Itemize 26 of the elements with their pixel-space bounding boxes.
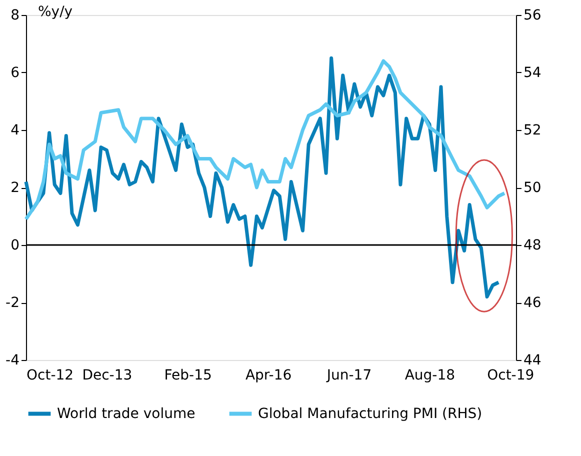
y-tick-label: 4 [10, 122, 20, 138]
line-series [24, 59, 506, 221]
y2-tick-label: 56 [524, 8, 542, 24]
x-tick-label: Aug-18 [404, 368, 456, 384]
y-tick-label: -2 [6, 295, 20, 311]
y-tick-label: 6 [10, 65, 20, 81]
y2-tick-label: 50 [524, 180, 542, 196]
line-series [24, 56, 500, 298]
y2-tick-label: 46 [524, 295, 542, 311]
y2-tick-label: 48 [524, 238, 542, 254]
x-tick-label: Dec-13 [82, 368, 132, 384]
y2-tick-label: 52 [524, 122, 542, 138]
x-tick-label: Oct-19 [487, 368, 534, 384]
legend-label: Global Manufacturing PMI (RHS) [258, 406, 482, 422]
y-tick-label: -4 [6, 352, 20, 368]
y-tick-label: 8 [10, 8, 20, 24]
y-axis-title: %y/y [38, 4, 73, 20]
y-tick-label: 0 [10, 238, 20, 254]
x-tick-label: Jun-17 [326, 368, 372, 384]
legend-label: World trade volume [57, 406, 196, 422]
x-tick-label: Apr-16 [245, 368, 292, 384]
y-tick-label: 2 [10, 180, 20, 196]
y2-tick-label: 54 [524, 65, 542, 81]
x-tick-label: Oct-12 [26, 368, 74, 384]
x-tick-label: Feb-15 [164, 368, 212, 384]
y2-tick-label: 44 [524, 352, 542, 368]
